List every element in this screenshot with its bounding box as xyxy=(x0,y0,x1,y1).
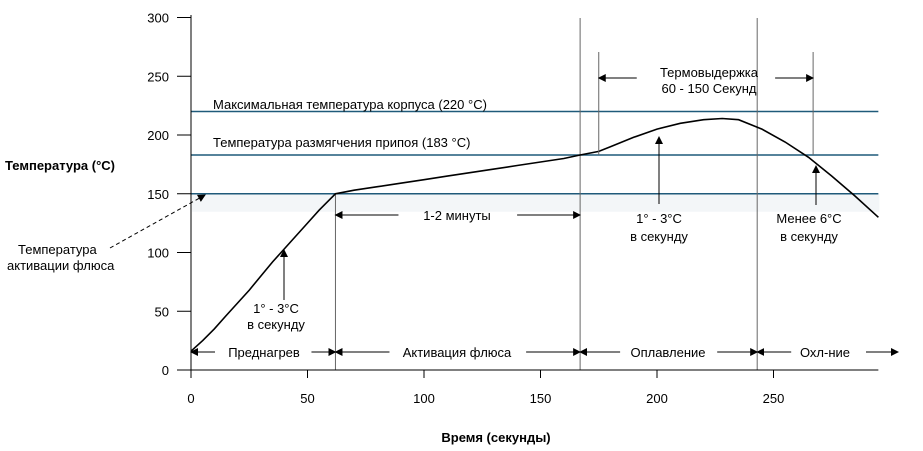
soak-label-2: 60 - 150 Секунд xyxy=(661,81,756,96)
x-tick-label-0: 0 xyxy=(187,391,194,406)
phase-label-preheat: Преднагрев xyxy=(228,345,300,360)
cool-rate-label-1: Менее 6°C xyxy=(776,211,841,226)
y-tick-label-250: 250 xyxy=(147,69,169,84)
temperature-curve xyxy=(190,117,879,352)
x-axis-title: Время (секунды) xyxy=(441,430,550,445)
y-tick-label-100: 100 xyxy=(147,246,169,261)
y-tick-label-150: 150 xyxy=(147,187,169,202)
y-tick-label-0: 0 xyxy=(162,363,169,378)
minutes-label: 1-2 минуты xyxy=(423,208,491,223)
max-temp-label: Максимальная температура корпуса (220 °C… xyxy=(213,97,487,112)
flux-band xyxy=(192,193,880,212)
phase-label-cooling: Охл-ние xyxy=(800,345,850,360)
y-axis-title: Температура (°C) xyxy=(5,158,115,173)
phase-label-reflow: Оплавление xyxy=(630,345,705,360)
cool-rate-label-2: в секунду xyxy=(780,229,838,244)
phase-label-flux: Активация флюса xyxy=(403,345,512,360)
soak-label-1: Термовыдержка xyxy=(660,65,759,80)
x-tick-label-50: 50 xyxy=(300,391,314,406)
x-tick-label-150: 150 xyxy=(530,391,552,406)
ramp-up-label-2: в секунду xyxy=(247,317,305,332)
reflow-ramp-label-1: 1° - 3°C xyxy=(636,211,682,226)
y-tick-label-300: 300 xyxy=(147,11,169,26)
y-tick-label-200: 200 xyxy=(147,128,169,143)
flux-activation-label-1: Температура xyxy=(18,242,98,257)
ramp-up-label-1: 1° - 3°C xyxy=(253,301,299,316)
x-tick-label-100: 100 xyxy=(413,391,435,406)
flux-activation-label-2: активации флюса xyxy=(7,258,115,273)
x-tick-label-200: 200 xyxy=(646,391,668,406)
reflow-ramp-label-2: в секунду xyxy=(630,229,688,244)
x-tick-label-250: 250 xyxy=(763,391,785,406)
y-tick-label-50: 50 xyxy=(155,304,169,319)
solder-temp-label: Температура размягчения припоя (183 °C) xyxy=(213,135,470,150)
